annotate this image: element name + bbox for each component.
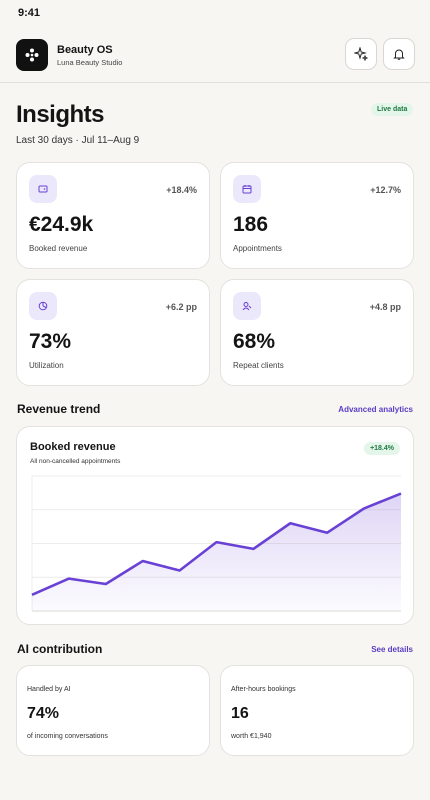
kpi-icon bbox=[233, 292, 261, 320]
kpi-card: +6.2 pp 73% Utilization bbox=[16, 279, 210, 386]
kpi-value: €24.9k bbox=[29, 213, 94, 236]
ai-card: Handled by AI 74% of incoming conversati… bbox=[16, 665, 210, 756]
ai-note: worth €1,940 bbox=[231, 733, 272, 740]
app-title: Beauty OS bbox=[57, 44, 113, 56]
kpi-change: +12.7% bbox=[370, 185, 401, 195]
period: Last 30 days · Jul 11–Aug 9 bbox=[16, 135, 140, 146]
calendar-icon bbox=[242, 185, 252, 194]
chart-card: Booked revenue All non-cancelled appoint… bbox=[16, 426, 414, 625]
kpi-icon bbox=[233, 175, 261, 203]
app-logo bbox=[16, 39, 48, 71]
kpi-icon bbox=[29, 175, 57, 203]
kpi-label: Repeat clients bbox=[233, 361, 284, 370]
area bbox=[32, 493, 401, 611]
section-heading: Revenue trend bbox=[17, 402, 101, 416]
line-chart bbox=[31, 475, 402, 612]
user-icon bbox=[242, 302, 252, 311]
kpi-label: Utilization bbox=[29, 361, 64, 370]
ai-label: Handled by AI bbox=[27, 686, 71, 693]
ai-note: of incoming conversations bbox=[27, 733, 108, 740]
chart-subtitle: All non-cancelled appointments bbox=[30, 458, 121, 465]
section-heading: AI contribution bbox=[17, 642, 103, 656]
page-title: Insights bbox=[16, 101, 105, 128]
ai-label: After-hours bookings bbox=[231, 686, 296, 693]
bell-icon bbox=[393, 49, 405, 60]
status-time: 9:41 bbox=[18, 7, 41, 19]
kpi-label: Booked revenue bbox=[29, 244, 88, 253]
wallet-icon bbox=[38, 185, 48, 193]
kpi-change: +4.8 pp bbox=[369, 302, 401, 312]
kpi-change: +18.4% bbox=[166, 185, 197, 195]
logo-glyph bbox=[25, 48, 39, 62]
gauge-icon bbox=[38, 301, 48, 311]
see-details-link[interactable]: See details bbox=[371, 645, 413, 654]
ai-value: 74% bbox=[27, 705, 60, 722]
kpi-value: 186 bbox=[233, 213, 269, 236]
line bbox=[31, 492, 402, 596]
chart-title: Booked revenue bbox=[30, 441, 116, 453]
kpi-icon bbox=[29, 292, 57, 320]
kpi-card: +4.8 pp 68% Repeat clients bbox=[220, 279, 414, 386]
sparkle-icon bbox=[354, 47, 368, 61]
kpi-card: +18.4% €24.9k Booked revenue bbox=[16, 162, 210, 269]
kpi-value: 68% bbox=[233, 330, 276, 353]
header-divider bbox=[0, 82, 430, 83]
live-badge: Live data bbox=[371, 103, 414, 116]
ai-value: 16 bbox=[231, 705, 249, 722]
ai-card: After-hours bookings 16 worth €1,940 bbox=[220, 665, 414, 756]
app-subtitle: Luna Beauty Studio bbox=[57, 58, 123, 67]
notifications-button[interactable] bbox=[383, 38, 415, 70]
kpi-value: 73% bbox=[29, 330, 72, 353]
kpi-card: +12.7% 186 Appointments bbox=[220, 162, 414, 269]
advanced-analytics-link[interactable]: Advanced analytics bbox=[338, 405, 413, 414]
chart-badge: +18.4% bbox=[364, 442, 400, 455]
ai-button[interactable] bbox=[345, 38, 377, 70]
kpi-label: Appointments bbox=[233, 244, 282, 253]
kpi-change: +6.2 pp bbox=[165, 302, 197, 312]
